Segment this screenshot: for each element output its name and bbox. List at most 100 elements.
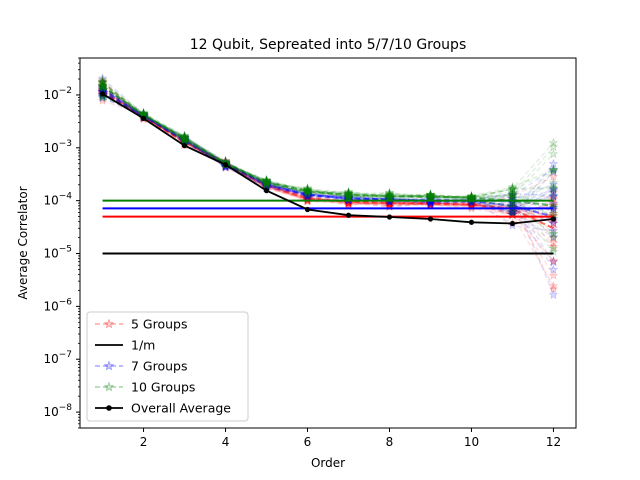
legend-entry: 10 Groups <box>95 380 195 395</box>
run-line <box>102 86 554 213</box>
run-point <box>507 191 518 201</box>
run-point <box>548 184 559 194</box>
run-point <box>384 190 395 200</box>
run-line <box>102 90 554 217</box>
y-tick-label: 10−7 <box>43 350 72 366</box>
run-point <box>302 185 313 195</box>
y-axis-ticks: 10−8 10−7 10−6 10−5 10−4 10−3 10−2 <box>43 57 80 429</box>
run-line <box>102 85 554 209</box>
run-line <box>102 85 554 198</box>
run-point <box>97 78 108 88</box>
overall-average-point <box>386 214 393 220</box>
run-point <box>466 191 477 201</box>
x-axis-ticks: 2 4 6 8 10 12 <box>140 428 561 449</box>
run-point <box>548 289 559 300</box>
run-point <box>548 217 559 227</box>
overall-average-point <box>99 91 106 97</box>
legend-entry: 1/m <box>95 338 155 353</box>
run-line <box>102 77 554 213</box>
run-line <box>102 80 554 239</box>
run-point <box>507 184 518 194</box>
run-point <box>97 93 108 103</box>
run-point <box>548 199 559 210</box>
y-tick-label: 10−4 <box>43 192 72 208</box>
run-point <box>466 198 477 208</box>
run-point <box>548 186 559 196</box>
run-point <box>548 246 559 256</box>
run-point <box>548 158 559 168</box>
run-point <box>548 218 559 228</box>
run-point <box>507 206 518 216</box>
legend-marker <box>103 318 115 329</box>
run-point <box>97 73 108 83</box>
run-line <box>102 89 555 199</box>
run-point <box>384 191 395 201</box>
run-point <box>302 183 313 193</box>
run-point <box>507 190 518 200</box>
run-point <box>548 284 559 294</box>
y-tick-label: 10−6 <box>43 297 72 313</box>
run-point <box>548 187 559 197</box>
legend-marker <box>103 360 115 371</box>
run-point <box>97 76 108 86</box>
run-point <box>548 225 559 235</box>
run-point <box>302 185 313 195</box>
x-axis-label: Order <box>311 456 345 470</box>
legend-label: 1/m <box>131 338 155 353</box>
run-point <box>507 189 518 199</box>
run-point <box>384 190 395 200</box>
y-tick-label: 10−8 <box>43 403 72 419</box>
run-point <box>507 187 518 197</box>
run-point <box>507 190 518 201</box>
legend-label: 7 Groups <box>131 359 188 374</box>
run-point <box>507 199 518 210</box>
run-point <box>548 164 559 174</box>
run-point <box>507 207 518 217</box>
run-point <box>507 183 518 193</box>
run-point <box>548 192 559 203</box>
run-point <box>548 149 559 159</box>
run-point <box>302 184 313 194</box>
run-point <box>302 183 313 193</box>
run-point <box>384 188 395 198</box>
run-line <box>102 82 554 235</box>
x-tick-label: 6 <box>304 435 312 449</box>
run-point <box>97 82 108 92</box>
run-point <box>179 131 190 141</box>
run-line <box>102 88 554 211</box>
overall-average-point <box>550 216 557 222</box>
run-point <box>548 208 559 218</box>
run-line <box>102 84 554 199</box>
overall-average-point <box>140 115 147 121</box>
legend-marker <box>103 381 115 392</box>
run-point <box>384 189 395 200</box>
run-point <box>179 131 190 141</box>
overall-average-point <box>427 216 434 222</box>
legend-label: Overall Average <box>131 401 231 416</box>
run-point <box>343 192 354 202</box>
run-point <box>548 238 559 248</box>
series-line <box>101 84 554 207</box>
run-point <box>302 184 313 194</box>
run-point <box>507 192 518 202</box>
run-line <box>102 85 554 238</box>
run-point <box>384 189 395 199</box>
run-point <box>343 192 354 202</box>
chart-title: 12 Qubit, Sepreated into 5/7/10 Groups <box>190 37 467 53</box>
run-line <box>102 81 555 239</box>
run-point <box>548 218 559 228</box>
run-point <box>97 82 108 92</box>
run-point <box>548 164 559 174</box>
run-point <box>548 190 559 200</box>
overall-average-point <box>345 212 352 218</box>
run-line <box>102 87 554 217</box>
run-point <box>425 198 436 209</box>
run-point <box>548 243 559 253</box>
run-point <box>384 198 395 208</box>
run-point <box>548 231 559 241</box>
run-point <box>507 207 518 217</box>
run-point <box>302 183 313 193</box>
run-point <box>548 177 559 187</box>
run-point <box>343 199 354 209</box>
